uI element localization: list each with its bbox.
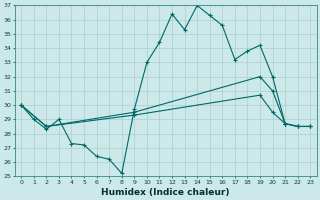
- X-axis label: Humidex (Indice chaleur): Humidex (Indice chaleur): [101, 188, 230, 197]
